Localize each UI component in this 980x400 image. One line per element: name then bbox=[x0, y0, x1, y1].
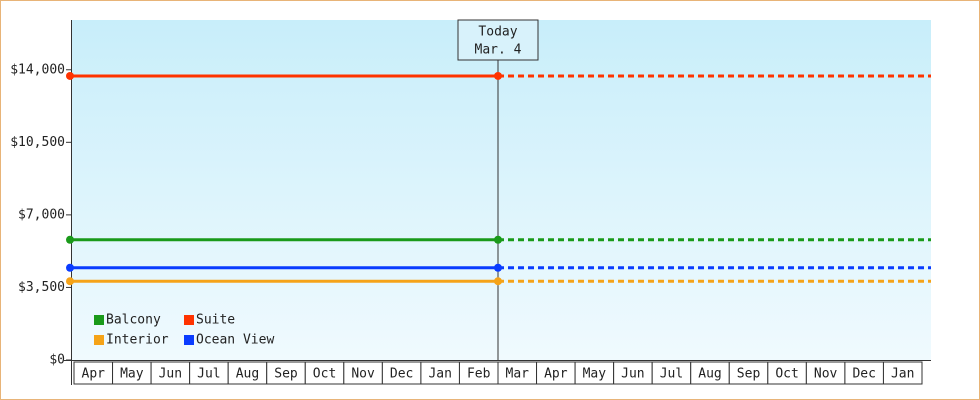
y-tick-label: $0 bbox=[49, 353, 65, 368]
x-tick-label: Aug bbox=[236, 367, 259, 382]
today-box bbox=[457, 19, 539, 61]
x-tick-label: Jan bbox=[428, 367, 451, 382]
legend-swatch bbox=[184, 315, 194, 325]
y-tick-label: $14,000 bbox=[10, 62, 65, 77]
x-tick-label: Jun bbox=[159, 367, 182, 382]
x-tick-label: Jan bbox=[891, 367, 914, 382]
today-date: Mar. 4 bbox=[475, 43, 522, 58]
x-tick-label: Aug bbox=[698, 367, 721, 382]
x-tick-label: Apr bbox=[82, 367, 106, 382]
legend-swatch bbox=[184, 335, 194, 345]
point bbox=[494, 263, 502, 272]
legend-label: Ocean View bbox=[196, 333, 274, 348]
x-tick-label: Jul bbox=[197, 367, 220, 382]
x-tick-label: Nov bbox=[351, 367, 375, 382]
x-tick-label: Nov bbox=[814, 367, 838, 382]
y-tick-label: $3,500 bbox=[18, 280, 65, 295]
x-tick-label: Sep bbox=[737, 367, 761, 382]
point bbox=[66, 263, 74, 272]
x-tick-label: Oct bbox=[775, 367, 798, 382]
x-tick-label: Jul bbox=[660, 367, 683, 382]
legend-swatch bbox=[94, 315, 104, 325]
x-tick-label: Oct bbox=[313, 367, 336, 382]
point bbox=[66, 71, 74, 80]
x-tick-label: Sep bbox=[274, 367, 298, 382]
legend-swatch bbox=[94, 335, 104, 345]
x-tick-label: Jun bbox=[621, 367, 644, 382]
legend-label: Balcony bbox=[106, 313, 161, 328]
x-tick-label: May bbox=[583, 367, 607, 382]
month-box bbox=[882, 361, 923, 385]
x-tick-label: Mar bbox=[506, 367, 530, 382]
x-tick-label: Dec bbox=[390, 367, 413, 382]
x-tick-label: Apr bbox=[544, 367, 568, 382]
legend-label: Interior bbox=[106, 333, 169, 348]
point bbox=[494, 71, 502, 80]
today-title: Today bbox=[478, 25, 517, 40]
plot-area bbox=[72, 20, 931, 360]
point bbox=[494, 235, 502, 244]
point bbox=[66, 277, 74, 286]
point bbox=[494, 277, 502, 286]
y-tick-label: $10,500 bbox=[10, 135, 65, 150]
x-tick-label: May bbox=[120, 367, 144, 382]
point bbox=[66, 235, 74, 244]
legend-label: Suite bbox=[196, 313, 235, 328]
x-tick-label: Feb bbox=[467, 367, 491, 382]
x-tick-label: Dec bbox=[852, 367, 875, 382]
y-tick-label: $7,000 bbox=[18, 207, 65, 222]
